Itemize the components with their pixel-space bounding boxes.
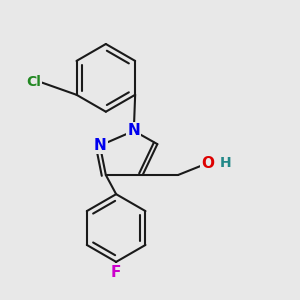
Text: N: N bbox=[94, 138, 106, 153]
Text: O: O bbox=[201, 156, 214, 171]
Text: F: F bbox=[111, 265, 121, 280]
Text: H: H bbox=[219, 156, 231, 170]
Text: Cl: Cl bbox=[26, 75, 41, 89]
Text: N: N bbox=[128, 123, 140, 138]
